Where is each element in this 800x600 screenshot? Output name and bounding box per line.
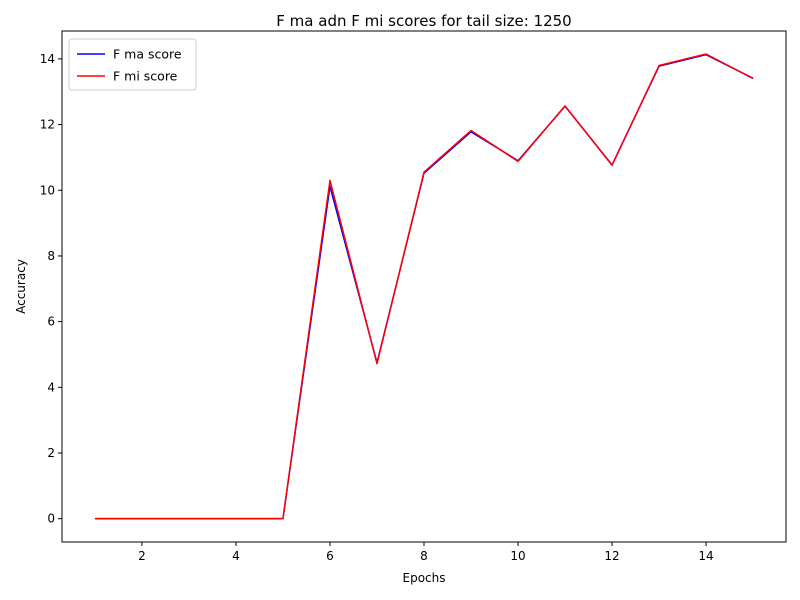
y-tick-label: 14 (40, 52, 55, 66)
y-tick-label: 12 (40, 118, 55, 132)
x-tick-label: 8 (420, 549, 428, 563)
chart-title: F ma adn F mi scores for tail size: 1250 (276, 12, 571, 30)
x-tick-label: 10 (510, 549, 525, 563)
y-tick-label: 0 (47, 512, 55, 526)
x-tick-label: 6 (326, 549, 334, 563)
x-tick-label: 4 (232, 549, 240, 563)
y-tick-label: 4 (47, 380, 55, 394)
y-axis-label: Accuracy (14, 259, 28, 314)
y-tick-label: 2 (47, 446, 55, 460)
axes-ticks: 2 4 6 8 10 12 14 0 2 4 6 8 10 12 14 (40, 52, 714, 563)
x-tick-label: 12 (604, 549, 619, 563)
legend-box (68, 38, 197, 91)
legend: F ma score F mi score (68, 38, 197, 91)
x-tick-label: 14 (698, 549, 713, 563)
legend-label-2: F mi score (113, 69, 178, 84)
x-axis-label: Epochs (403, 571, 446, 585)
legend-label-1: F ma score (113, 47, 182, 62)
plot-area (94, 53, 754, 520)
y-tick-label: 6 (47, 315, 55, 329)
y-tick-label: 8 (47, 249, 55, 263)
y-tick-label: 10 (40, 183, 55, 197)
x-tick-label: 2 (138, 549, 146, 563)
